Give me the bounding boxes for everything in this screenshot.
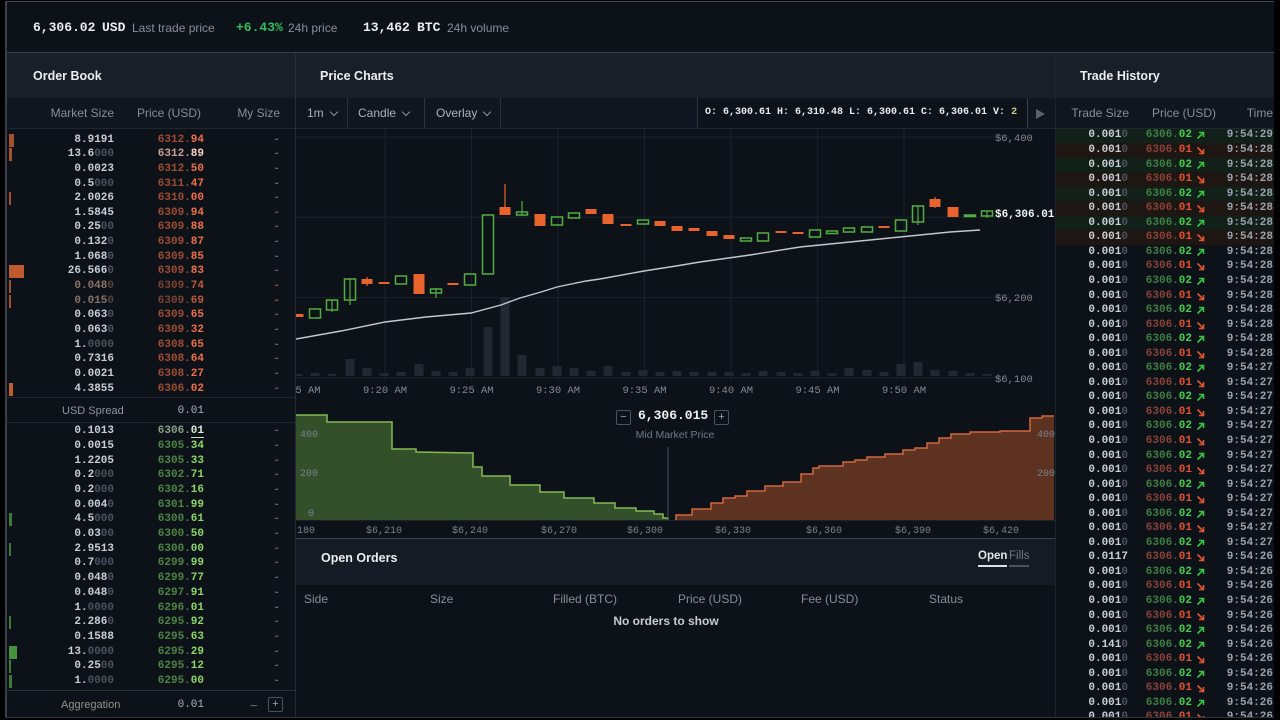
svg-text:$6,180: $6,180 — [296, 525, 315, 537]
svg-text:400: 400 — [300, 430, 318, 441]
svg-text:0: 0 — [308, 509, 314, 520]
svg-text:$6,300: $6,300 — [627, 525, 663, 537]
svg-text:9:50 AM: 9:50 AM — [882, 385, 926, 397]
svg-text:200: 200 — [300, 469, 318, 480]
svg-text:$6,270: $6,270 — [541, 525, 577, 537]
svg-text:$6,240: $6,240 — [452, 525, 488, 537]
svg-text:$6,200: $6,200 — [995, 293, 1033, 305]
svg-text:$6,330: $6,330 — [715, 525, 751, 537]
svg-text:9:20 AM: 9:20 AM — [363, 385, 407, 397]
svg-text:$6,360: $6,360 — [806, 525, 842, 537]
svg-text:$6,400: $6,400 — [995, 133, 1033, 145]
svg-text:9:30 AM: 9:30 AM — [536, 385, 580, 397]
svg-text:$6,390: $6,390 — [895, 525, 931, 537]
svg-text:200: 200 — [1037, 469, 1055, 480]
svg-text:400: 400 — [1037, 430, 1055, 441]
svg-text:$6,210: $6,210 — [366, 525, 402, 537]
svg-text:9:40 AM: 9:40 AM — [709, 385, 753, 397]
svg-text:9:35 AM: 9:35 AM — [622, 385, 666, 397]
svg-text:9:15 AM: 9:15 AM — [296, 385, 321, 397]
svg-text:$6,100: $6,100 — [995, 374, 1033, 386]
svg-text:$6,420: $6,420 — [983, 525, 1019, 537]
svg-text:9:45 AM: 9:45 AM — [795, 385, 839, 397]
svg-text:$6,306.01: $6,306.01 — [995, 209, 1055, 221]
svg-text:9:25 AM: 9:25 AM — [449, 385, 493, 397]
